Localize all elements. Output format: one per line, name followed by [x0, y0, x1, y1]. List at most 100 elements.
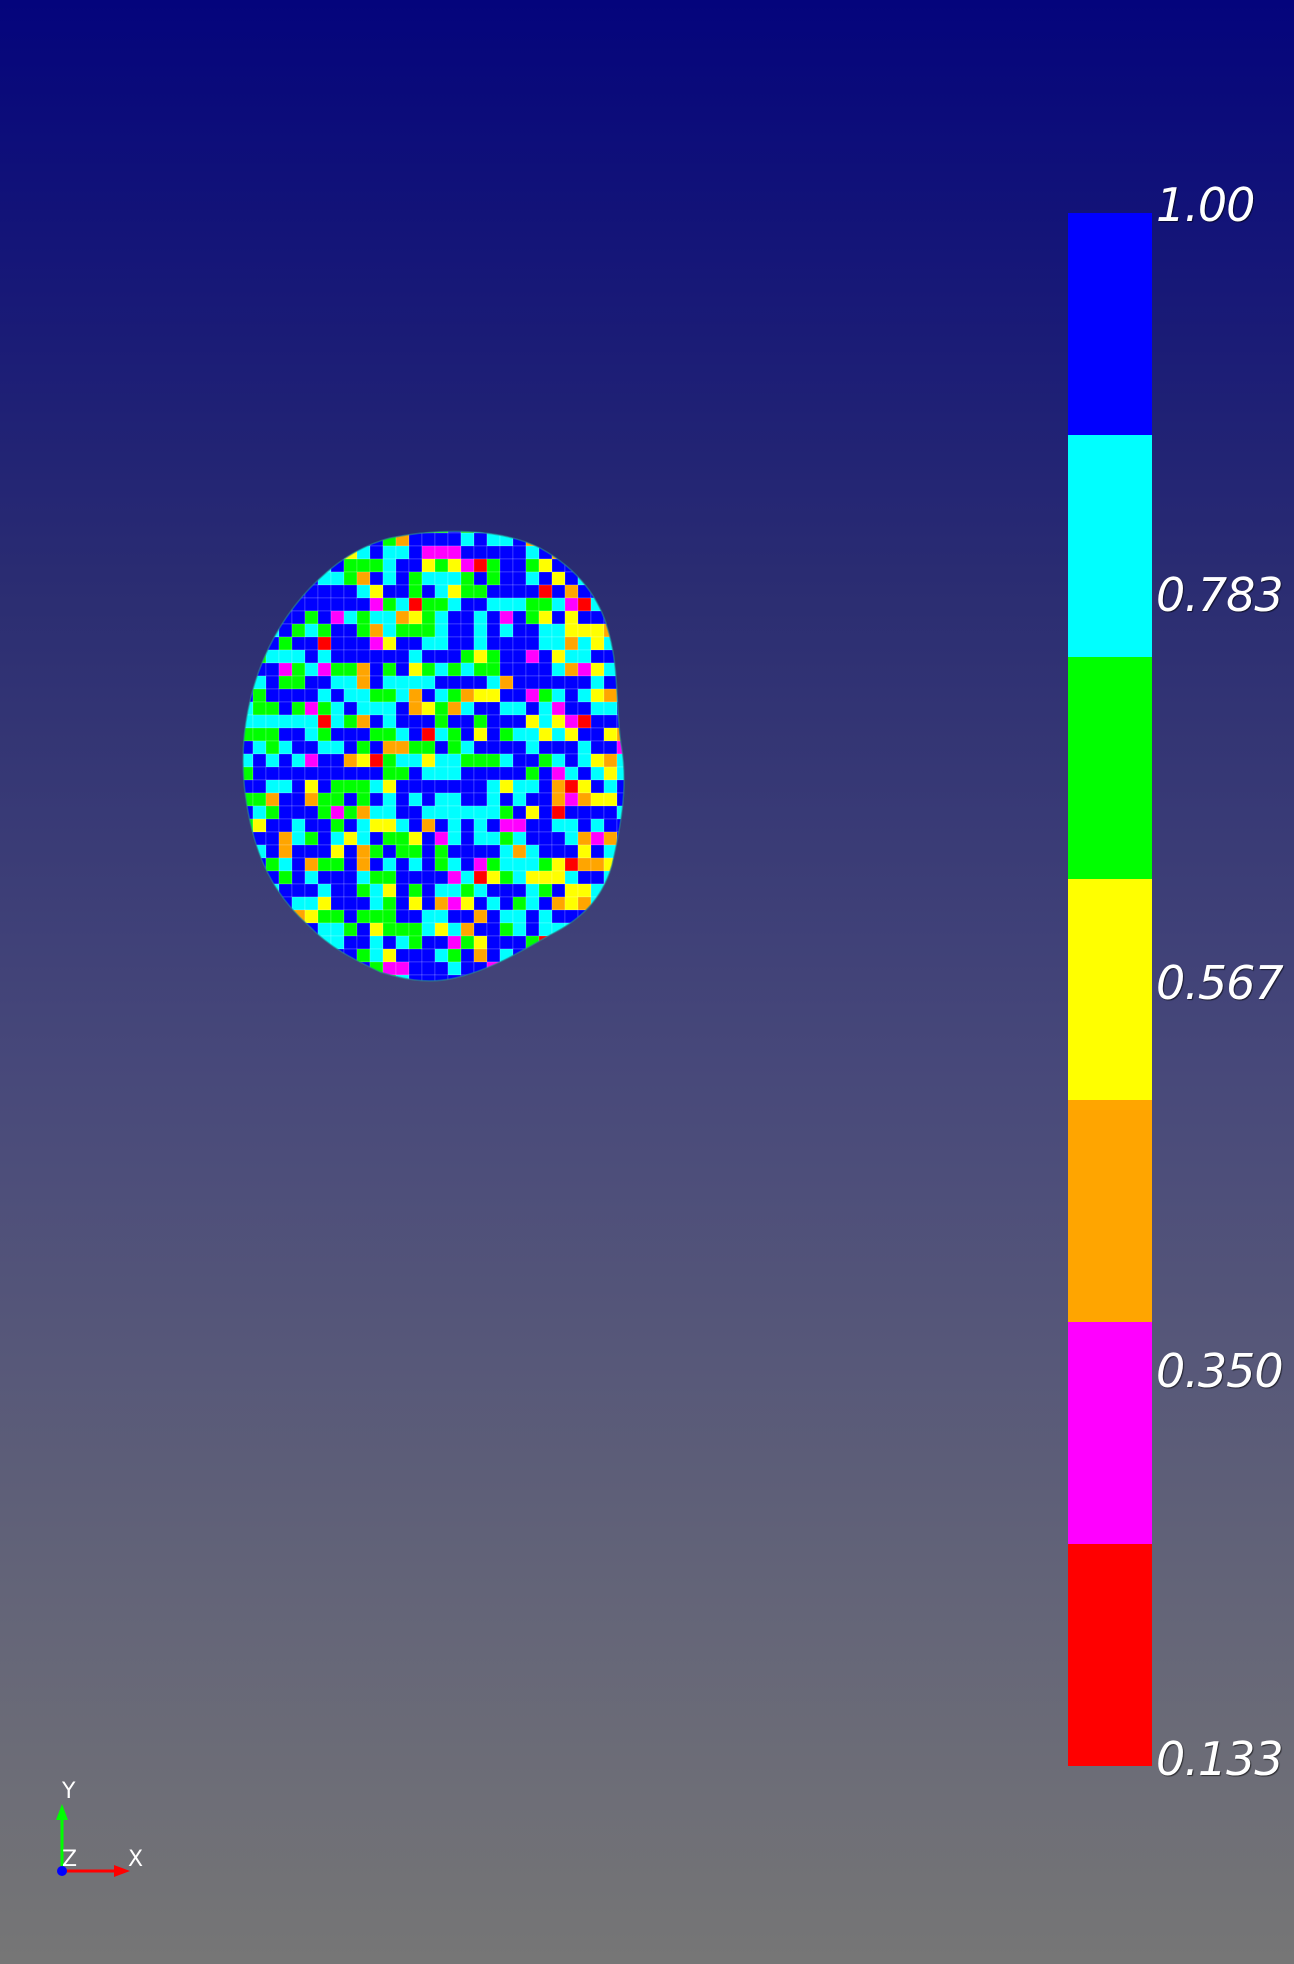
mesh-cell — [252, 818, 267, 833]
mesh-cell — [499, 766, 514, 781]
mesh-cell — [460, 831, 475, 846]
mesh-cell — [252, 961, 267, 976]
mesh-cell — [434, 597, 449, 612]
mesh-cell — [551, 558, 566, 573]
mesh-cell — [590, 675, 605, 690]
mesh-cell — [343, 727, 358, 742]
mesh-cell — [343, 532, 358, 547]
mesh-cell — [460, 883, 475, 898]
mesh-cell — [447, 766, 462, 781]
mesh-cell — [525, 584, 540, 599]
mesh-cell — [330, 792, 345, 807]
mesh-cell — [512, 531, 527, 534]
mesh-cell — [499, 896, 514, 911]
mesh-cell — [343, 623, 358, 638]
mesh-cell — [304, 857, 319, 872]
mesh-cell — [551, 896, 566, 911]
mesh-cell — [551, 870, 566, 885]
mesh-cell — [499, 545, 514, 560]
mesh-cell — [369, 688, 384, 703]
mesh-cell — [473, 701, 488, 716]
mesh-cell — [525, 714, 540, 729]
mesh-cell — [603, 792, 618, 807]
mesh-cell — [243, 597, 254, 612]
mesh-cell — [291, 675, 306, 690]
mesh-cell — [616, 531, 625, 534]
mesh-cell — [434, 870, 449, 885]
mesh-cell — [499, 571, 514, 586]
mesh-cell — [291, 961, 306, 976]
mesh-cell — [291, 857, 306, 872]
mesh-cell — [487, 988, 500, 990]
mesh-cell — [643, 520, 656, 533]
mesh-cell — [616, 857, 625, 872]
mesh-cell — [243, 558, 254, 573]
mesh-cell — [551, 766, 566, 781]
mesh-cell — [551, 662, 566, 677]
mesh-cell — [382, 662, 397, 677]
mesh-cell — [395, 727, 410, 742]
mesh-cell — [512, 688, 527, 703]
mesh-cell — [252, 909, 267, 924]
mesh-cell — [643, 676, 656, 689]
mesh-cell — [525, 545, 540, 560]
mesh-cell — [278, 961, 293, 976]
mesh-cell — [421, 662, 436, 677]
mesh-cell — [356, 584, 371, 599]
mesh-cell — [382, 909, 397, 924]
mesh-cell — [512, 662, 527, 677]
mesh-cell — [408, 597, 423, 612]
mesh-cell — [643, 845, 656, 858]
mesh-cell — [369, 597, 384, 612]
mesh-cell — [330, 571, 345, 586]
mesh-cell — [252, 531, 267, 534]
mesh-cell — [447, 701, 462, 716]
mesh-cell — [512, 818, 527, 833]
mesh-cell — [603, 623, 618, 638]
mesh-cell — [564, 688, 579, 703]
mesh-cell — [577, 857, 592, 872]
mesh-cell — [243, 610, 254, 625]
mesh-cell — [643, 754, 656, 767]
mesh-cell — [603, 753, 618, 768]
mesh-cell — [343, 909, 358, 924]
mesh-cell — [616, 558, 625, 573]
mesh-cell — [564, 623, 579, 638]
mesh-cell — [305, 988, 318, 990]
mesh-cell — [278, 948, 293, 963]
mesh-cell — [538, 922, 553, 937]
mesh-cell — [564, 675, 579, 690]
mesh-cell — [304, 935, 319, 950]
mesh-cell — [356, 727, 371, 742]
mesh-cell — [551, 792, 566, 807]
mesh-cell — [382, 831, 397, 846]
mesh-cell — [408, 610, 423, 625]
mesh-cell — [499, 844, 514, 859]
mesh-cell — [317, 896, 332, 911]
mesh-cell — [577, 688, 592, 703]
mesh-cell — [382, 870, 397, 885]
mesh-cell — [421, 545, 436, 560]
mesh-cell — [304, 948, 319, 963]
mesh-cell — [603, 922, 618, 937]
mesh-cell — [291, 831, 306, 846]
mesh-cell — [564, 857, 579, 872]
mesh-cell — [382, 649, 397, 664]
mesh-cell — [356, 909, 371, 924]
mesh-cell — [343, 779, 358, 794]
mesh-cell — [630, 988, 643, 990]
mesh-cell — [551, 909, 566, 924]
mesh-cell — [499, 597, 514, 612]
mesh-cell — [252, 636, 267, 651]
mesh-cell — [291, 753, 306, 768]
mesh-surface[interactable] — [240, 520, 660, 990]
mesh-cell — [356, 649, 371, 664]
mesh-cell — [265, 531, 280, 534]
mesh-cell — [435, 988, 448, 990]
mesh-cell — [265, 896, 280, 911]
mesh-cell — [369, 662, 384, 677]
mesh-cell — [291, 714, 306, 729]
mesh-cell — [473, 883, 488, 898]
mesh-cell — [382, 623, 397, 638]
